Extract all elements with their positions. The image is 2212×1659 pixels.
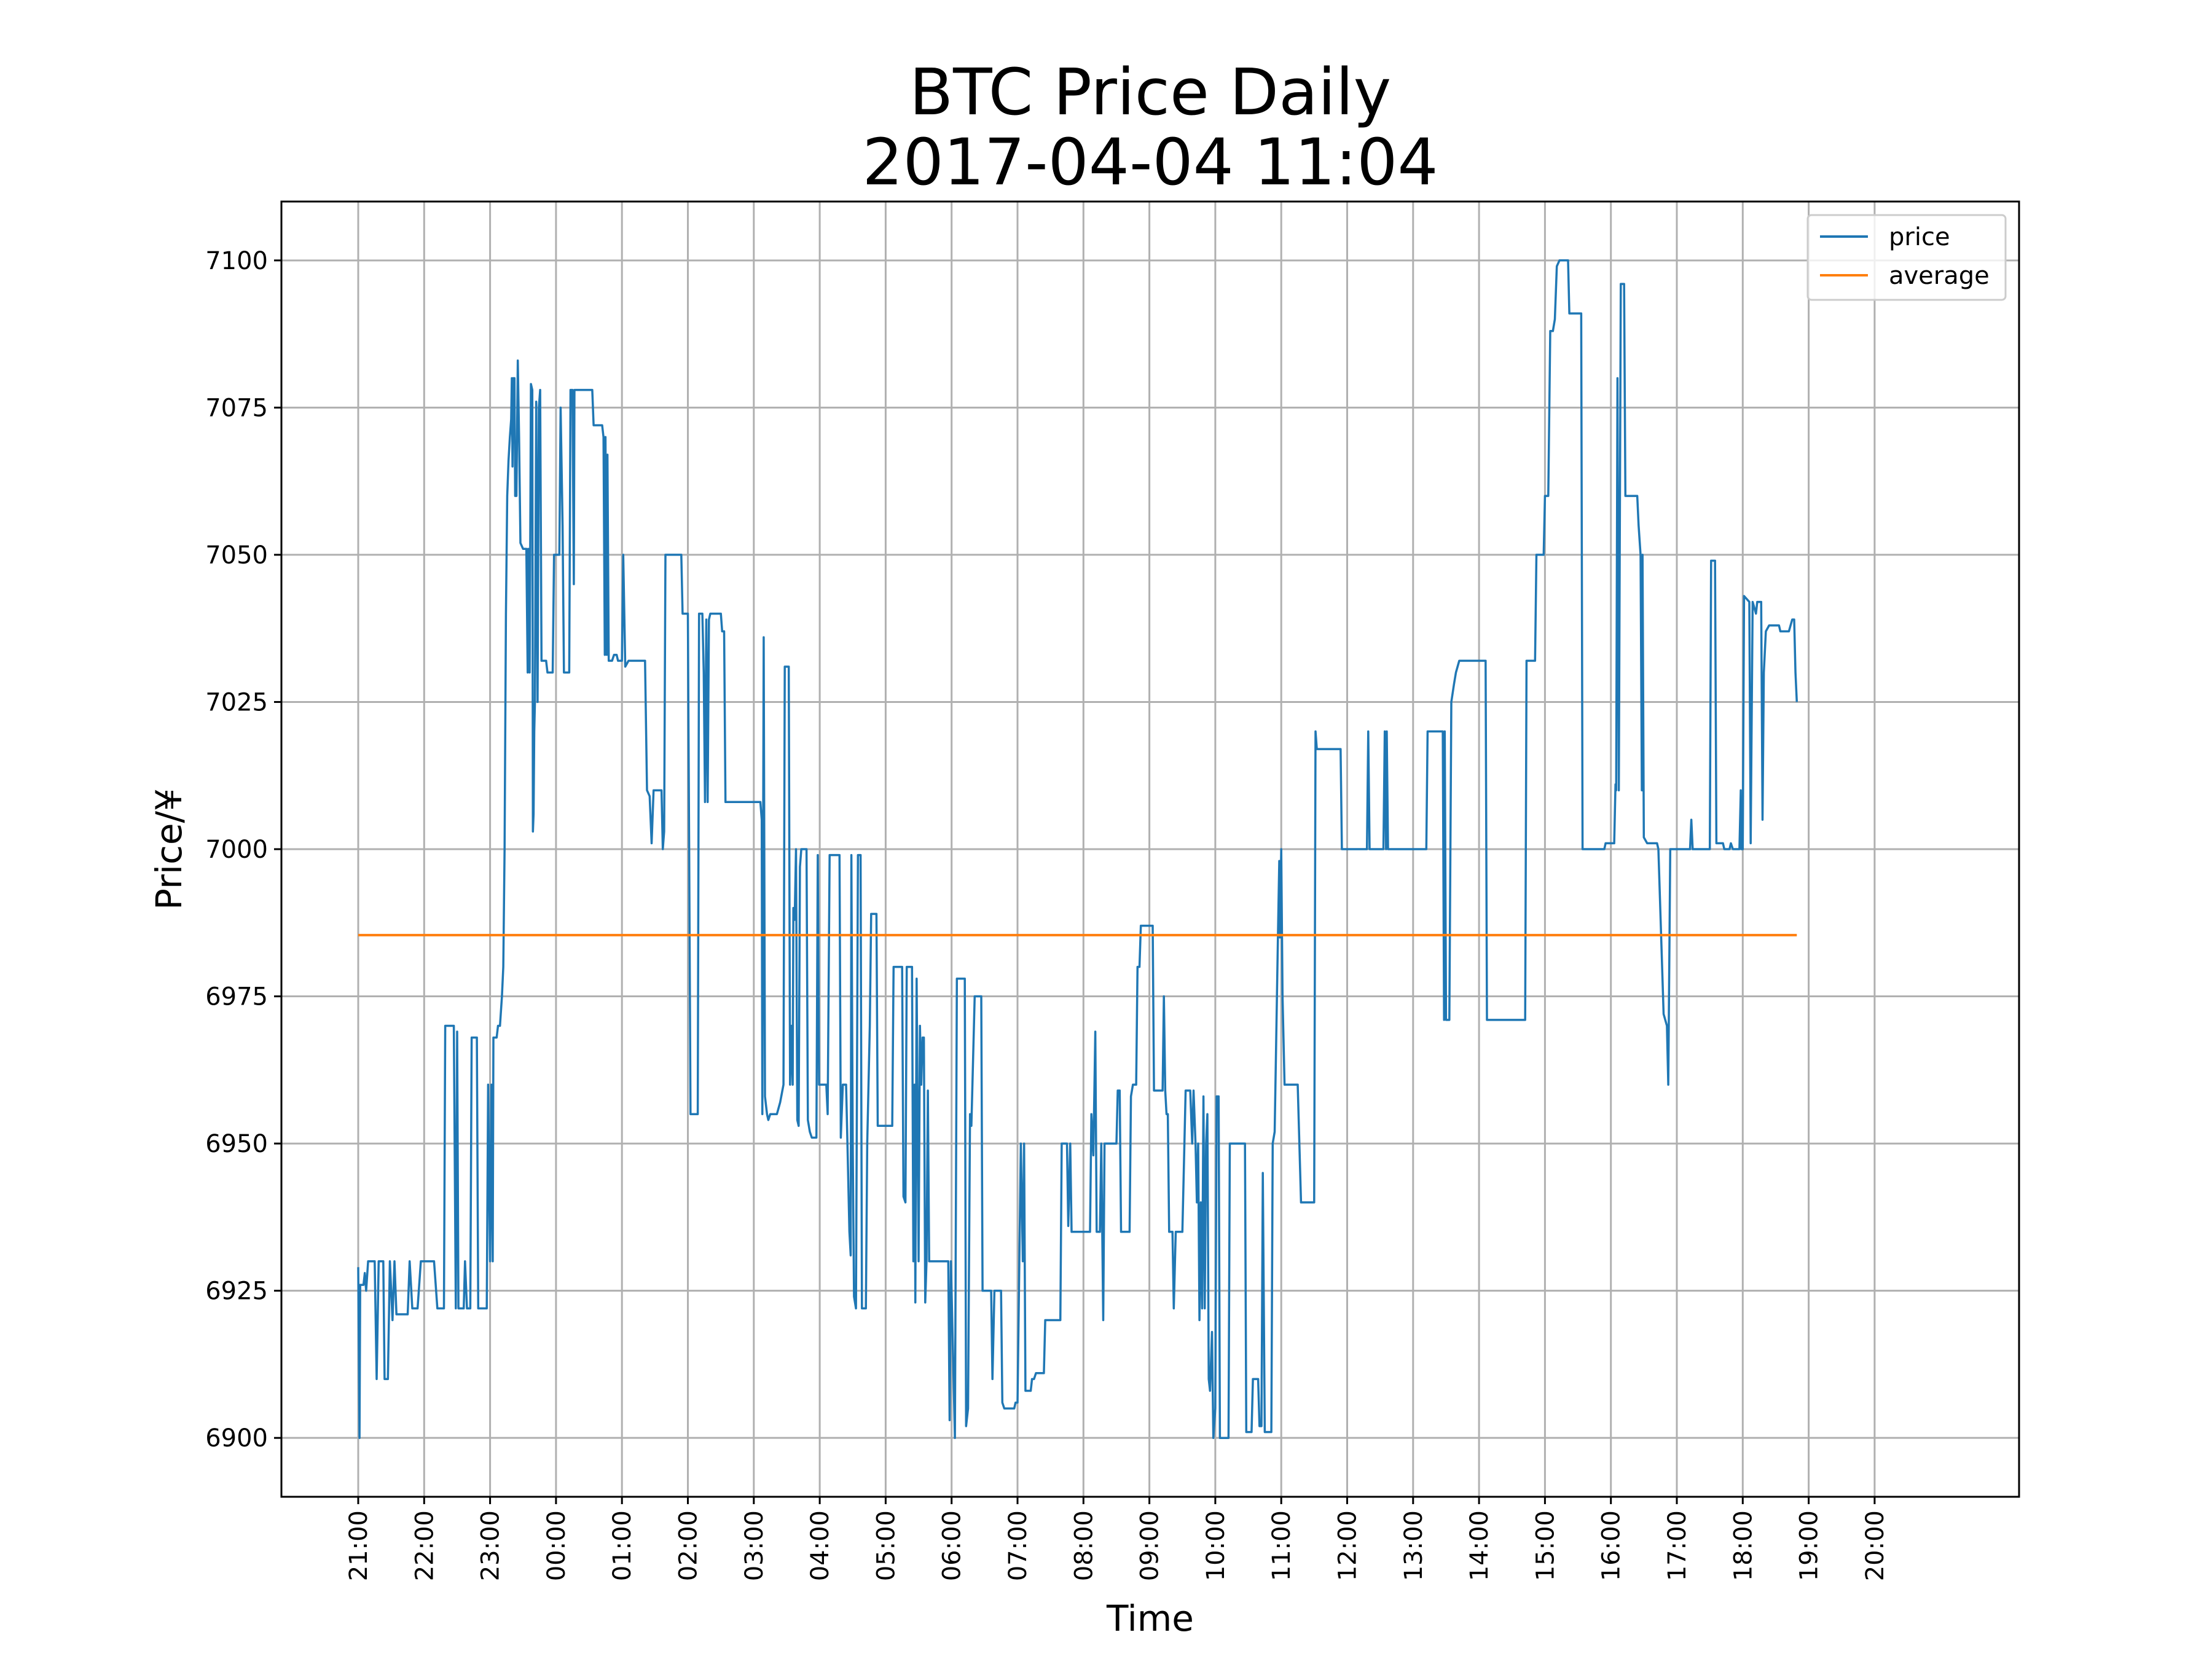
x-tick-label: 07:00 (1004, 1510, 1032, 1581)
x-tick-label: 17:00 (1663, 1510, 1692, 1581)
x-tick-label: 03:00 (740, 1510, 769, 1581)
x-tick-label: 05:00 (872, 1510, 900, 1581)
legend: price average (1806, 214, 2007, 301)
x-tick-label: 06:00 (938, 1510, 967, 1581)
x-tick-label: 13:00 (1400, 1510, 1428, 1581)
y-tick-label: 7075 (205, 394, 268, 422)
x-tick-label: 11:00 (1268, 1510, 1296, 1581)
legend-label-price: price (1889, 223, 1950, 251)
y-tick-label: 6925 (205, 1277, 268, 1306)
chart-subtitle: 2017-04-04 11:04 (862, 125, 1438, 200)
y-tick-label: 7025 (205, 688, 268, 716)
x-tick-label: 16:00 (1598, 1510, 1626, 1581)
x-tick-label: 08:00 (1070, 1510, 1098, 1581)
x-tick-label: 14:00 (1465, 1510, 1494, 1581)
y-axis-label: Price/¥ (148, 788, 190, 910)
x-axis-ticks: 21:00 22:00 23:00 00:00 01:00 02:00 03:00 04:00… (345, 1497, 1889, 1581)
x-tick-label: 20:00 (1861, 1510, 1889, 1581)
chart-title: BTC Price Daily (909, 55, 1391, 130)
x-tick-label: 10:00 (1202, 1510, 1230, 1581)
y-tick-label: 6950 (205, 1130, 268, 1158)
x-tick-label: 19:00 (1795, 1510, 1824, 1581)
y-tick-label: 7000 (205, 836, 268, 864)
x-tick-label: 23:00 (477, 1510, 505, 1581)
y-tick-label: 6900 (205, 1424, 268, 1453)
y-tick-label: 7100 (205, 247, 268, 275)
x-tick-label: 02:00 (675, 1510, 703, 1581)
x-tick-label: 01:00 (608, 1510, 637, 1581)
x-axis-label: Time (1106, 1598, 1194, 1639)
y-tick-label: 6975 (205, 983, 268, 1011)
series-layer (357, 259, 1798, 1439)
x-tick-label: 00:00 (543, 1510, 571, 1581)
y-tick-label: 7050 (205, 541, 268, 570)
x-tick-label: 21:00 (345, 1510, 373, 1581)
y-axis-ticks: 6900 6925 6950 6975 7000 7025 7050 7075 7100 (205, 247, 281, 1453)
x-tick-label: 04:00 (806, 1510, 834, 1581)
x-tick-label: 22:00 (410, 1510, 439, 1581)
x-tick-label: 09:00 (1136, 1510, 1164, 1581)
x-tick-label: 15:00 (1531, 1510, 1559, 1581)
series-line-price (357, 259, 1798, 1439)
x-tick-label: 18:00 (1729, 1510, 1757, 1581)
x-tick-label: 12:00 (1334, 1510, 1362, 1581)
y-gridlines (281, 259, 2019, 1439)
legend-label-average: average (1889, 262, 1990, 290)
